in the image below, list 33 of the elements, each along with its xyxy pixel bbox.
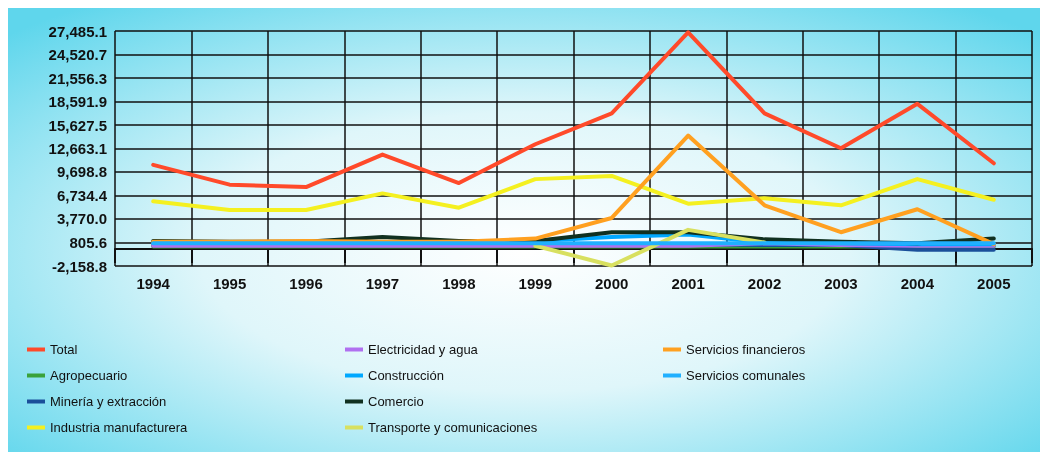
- y-tick-label: 6,734.4: [56, 187, 108, 204]
- y-tick-label: 18,591.9: [48, 93, 107, 110]
- y-tick-label: 21,556.3: [48, 69, 107, 87]
- legend-label: Electricidad y agua: [368, 342, 479, 357]
- y-tick-label: 9,698.8: [56, 163, 107, 181]
- x-tick-label: 2002: [747, 275, 782, 292]
- y-tick-label: 12,663.1: [48, 140, 107, 157]
- x-tick-label: 2005: [977, 275, 1011, 292]
- legend-label: Agropecuario: [50, 368, 128, 383]
- legend-label: Servicios comunales: [686, 368, 806, 383]
- y-tick-label: 805.6: [69, 234, 107, 251]
- y-tick-label: -2,158.8: [51, 257, 107, 275]
- legend-label: Construcción: [368, 368, 444, 383]
- legend-label: Servicios financieros: [686, 342, 806, 357]
- legend-label: Comercio: [368, 394, 424, 409]
- y-tick-label: 3,770.0: [56, 210, 107, 228]
- y-tick-label: 27,485.1: [48, 22, 107, 40]
- x-tick-label: 1999: [518, 275, 552, 292]
- legend-label: Total: [50, 342, 78, 357]
- legend-label: Minería y extracción: [50, 394, 167, 409]
- x-tick-label: 1996: [289, 275, 323, 292]
- legend-label: Transporte y comunicaciones: [368, 420, 538, 435]
- y-tick-label: 15,627.5: [48, 116, 107, 134]
- y-tick-label: 24,520.7: [48, 46, 107, 63]
- x-tick-label: 2004: [900, 275, 935, 292]
- x-tick-label: 1995: [212, 275, 247, 292]
- legend-label: Industria manufacturera: [50, 420, 189, 435]
- x-tick-label: 1994: [136, 275, 171, 292]
- x-tick-label: 2000: [595, 275, 629, 292]
- x-tick-label: 2003: [824, 275, 858, 292]
- x-tick-label: 2001: [671, 275, 705, 292]
- x-tick-label: 1997: [365, 275, 400, 292]
- x-tick-label: 1998: [442, 275, 476, 292]
